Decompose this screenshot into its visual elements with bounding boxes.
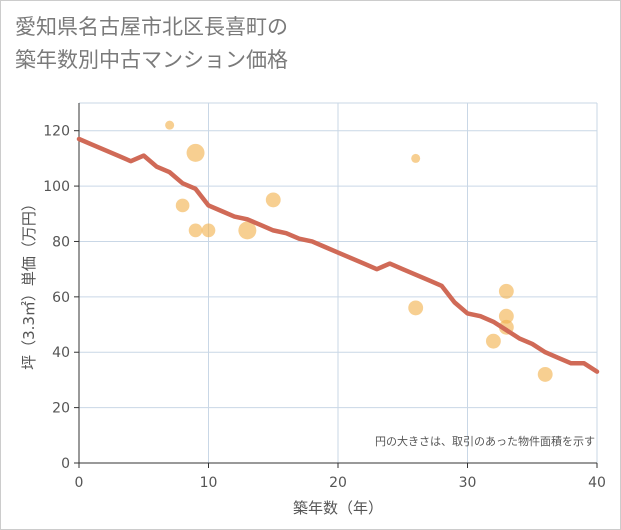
x-axis-label: 築年数（年）: [293, 499, 383, 517]
x-tick-label-0: 0: [75, 475, 84, 491]
scatter-point-3: [188, 223, 203, 238]
scatter-point-6: [265, 192, 281, 208]
x-tick-label-30: 30: [459, 475, 477, 491]
scatter-point-10: [498, 283, 514, 299]
scatter-point-7: [411, 153, 421, 163]
scatter-point-0: [165, 120, 175, 130]
chart-title-line-1: 愛知県名古屋市北区長喜町の: [15, 15, 288, 39]
y-tick-label-120: 120: [43, 124, 70, 140]
scatter-point-13: [537, 366, 553, 382]
chart-title-line-2: 築年数別中古マンション価格: [15, 48, 288, 72]
y-tick-label-80: 80: [52, 234, 70, 250]
x-tick-label-10: 10: [200, 475, 218, 491]
scatter-point-1: [175, 198, 190, 213]
scatter-point-11: [498, 308, 514, 324]
y-axis-label: 坪（3.3㎡）単価（万円）: [20, 196, 38, 370]
size-note: 円の大きさは、取引のあった物件面積を示す: [375, 434, 595, 448]
y-tick-label-60: 60: [52, 290, 70, 306]
scatter-point-4: [201, 223, 216, 238]
x-tick-label-40: 40: [588, 475, 606, 491]
chart-title: 愛知県名古屋市北区長喜町の 築年数別中古マンション価格: [15, 11, 288, 77]
y-tick-label-100: 100: [43, 179, 70, 195]
y-tick-label-40: 40: [52, 345, 70, 361]
y-tick-label-20: 20: [52, 401, 70, 417]
trend-line: [76, 136, 600, 374]
x-tick-label-20: 20: [329, 475, 347, 491]
scatter-point-9: [485, 333, 501, 349]
scatter-point-5: [238, 221, 257, 240]
scatter-point-8: [408, 300, 424, 316]
y-tick-label-0: 0: [61, 456, 70, 472]
scatter-point-2: [186, 143, 205, 162]
